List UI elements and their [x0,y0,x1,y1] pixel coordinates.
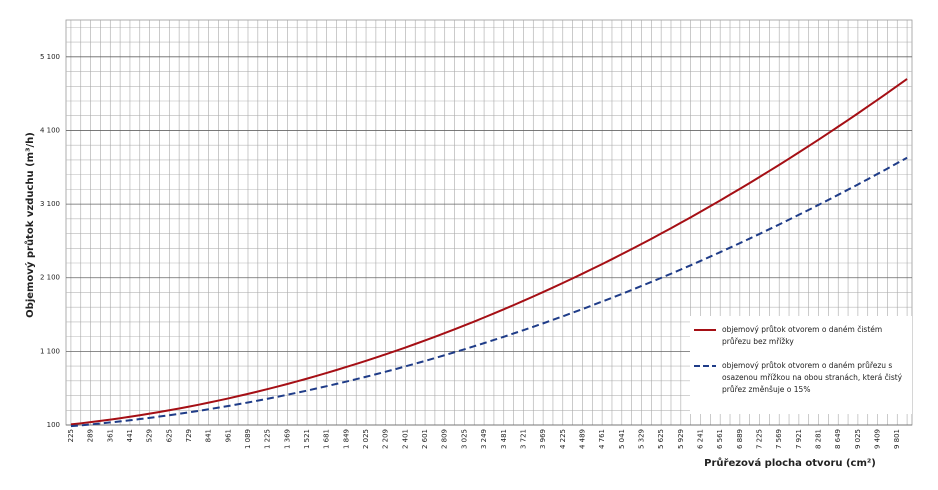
x-axis-title: Průřezová plocha otvoru (cm²) [704,456,876,469]
y-tick-label: 1 100 [40,347,60,355]
x-tick-label: 9 025 [854,429,862,449]
series-line [70,78,908,426]
x-tick-label: 9 409 [874,429,882,449]
x-tick-label: 6 241 [697,429,705,449]
x-tick-label: 1 089 [244,429,252,449]
x-tick-label: 5 329 [637,429,645,449]
x-tick-label: 3 481 [500,429,508,449]
x-tick-label: 2 601 [421,429,429,449]
x-tick-label: 625 [165,429,173,442]
legend-label: objemový průtok otvorem o daném čistém p… [722,325,883,346]
x-tick-label: 9 801 [893,429,901,449]
x-tick-label: 7 225 [756,429,764,449]
x-tick-label: 6 889 [736,429,744,449]
x-tick-label: 729 [185,429,193,442]
x-tick-label: 3 969 [539,429,547,449]
x-tick-label: 7 569 [775,429,783,449]
x-tick-label: 8 281 [815,429,823,449]
x-tick-label: 5 625 [657,429,665,449]
y-tick-label: 4 100 [40,126,60,134]
x-tick-label: 5 929 [677,429,685,449]
x-tick-label: 2 809 [441,429,449,449]
x-tick-label: 1 521 [303,429,311,449]
legend-entry: objemový průtok otvorem o daném průřezu … [694,360,908,396]
x-tick-label: 3 249 [480,429,488,449]
y-tick-label: 2 100 [40,274,60,282]
x-tick-label: 361 [106,429,114,442]
x-tick-label: 4 761 [598,429,606,449]
y-tick-label: 3 100 [40,200,60,208]
x-tick-label: 961 [224,429,232,442]
legend-entry: objemový průtok otvorem o daném čistém p… [694,324,908,348]
x-tick-label: 441 [126,429,134,442]
x-tick-label: 3 721 [519,429,527,449]
x-tick-label: 2 401 [401,429,409,449]
x-tick-label: 2 025 [362,429,370,449]
y-tick-label: 100 [47,421,60,429]
x-tick-label: 5 041 [618,429,626,449]
x-tick-label: 529 [146,429,154,442]
y-tick-label: 5 100 [40,53,60,61]
x-tick-label: 7 921 [795,429,803,449]
legend-swatch [694,365,716,367]
x-tick-label: 2 209 [382,429,390,449]
x-tick-label: 1 225 [264,429,272,449]
x-tick-label: 8 649 [834,429,842,449]
x-tick-label: 4 225 [559,429,567,449]
x-tick-label: 4 489 [578,429,586,449]
x-tick-label: 6 561 [716,429,724,449]
x-tick-label: 841 [205,429,213,442]
series-line [70,156,908,428]
legend-swatch [694,329,716,331]
x-tick-label: 1 369 [283,429,291,449]
y-axis-title: Objemový průtok vzduchu (m³/h) [23,132,36,318]
x-tick-label: 1 681 [323,429,331,449]
x-tick-label: 225 [67,429,75,442]
legend-label: objemový průtok otvorem o daném průřezu … [722,361,903,394]
legend: objemový průtok otvorem o daném čistém p… [690,316,912,414]
x-tick-label: 289 [87,429,95,442]
x-tick-label: 1 849 [342,429,350,449]
x-tick-label: 3 025 [460,429,468,449]
